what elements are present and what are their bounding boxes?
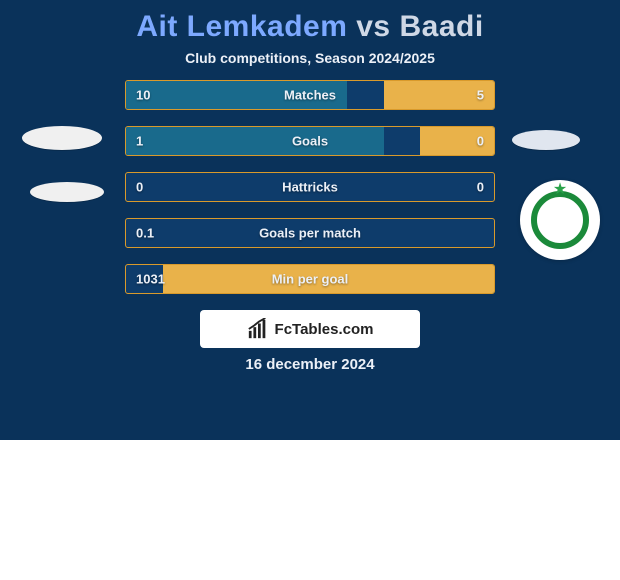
stat-row: 0 Hattricks 0 bbox=[125, 172, 495, 202]
stat-left-value: 10 bbox=[136, 88, 150, 103]
stat-label: Goals per match bbox=[259, 226, 361, 241]
comparison-card: Ait Lemkadem vs Baadi Club competitions,… bbox=[0, 0, 620, 440]
brand-badge[interactable]: FcTables.com bbox=[200, 310, 420, 348]
chart-icon bbox=[247, 318, 269, 340]
player1-photo-placeholder bbox=[22, 126, 102, 150]
stat-row: 1 Goals 0 bbox=[125, 126, 495, 156]
player2-photo-placeholder bbox=[512, 130, 580, 150]
star-icon: ★ bbox=[553, 179, 567, 199]
stats-table: 10 Matches 5 1 Goals 0 0 Hattricks 0 0.1 Goals per… bbox=[125, 80, 495, 294]
stat-left-value: 1 bbox=[136, 134, 143, 149]
stat-right-value: 0 bbox=[477, 180, 484, 195]
stat-row: 10 Matches 5 bbox=[125, 80, 495, 110]
player2-club-logo: ★ bbox=[520, 180, 600, 260]
date-label: 16 december 2024 bbox=[0, 356, 620, 373]
stat-label: Matches bbox=[284, 88, 336, 103]
stat-left-value: 1031 bbox=[136, 272, 165, 287]
stat-label: Min per goal bbox=[272, 272, 349, 287]
page-title: Ait Lemkadem vs Baadi bbox=[0, 0, 620, 46]
stat-left-value: 0 bbox=[136, 180, 143, 195]
stat-right-value: 5 bbox=[477, 88, 484, 103]
stat-right-value: 0 bbox=[477, 134, 484, 149]
stat-row: 0.1 Goals per match bbox=[125, 218, 495, 248]
stat-left-value: 0.1 bbox=[136, 226, 154, 241]
player2-name: Baadi bbox=[399, 10, 483, 43]
stat-row: 1031 Min per goal bbox=[125, 264, 495, 294]
club-logo-inner: ★ bbox=[531, 191, 589, 249]
player1-club-placeholder bbox=[30, 182, 104, 202]
vs-label: vs bbox=[356, 10, 390, 43]
brand-label: FcTables.com bbox=[275, 321, 374, 338]
stat-label: Hattricks bbox=[282, 180, 338, 195]
stat-label: Goals bbox=[292, 134, 328, 149]
player1-name: Ait Lemkadem bbox=[136, 10, 347, 43]
subtitle: Club competitions, Season 2024/2025 bbox=[0, 50, 620, 66]
stat-left-fill bbox=[126, 127, 384, 155]
